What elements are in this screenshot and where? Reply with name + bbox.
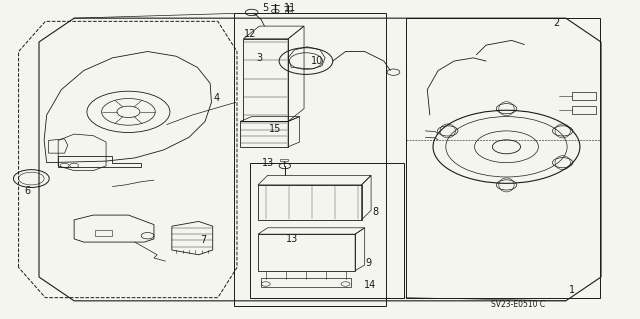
Text: 15: 15 xyxy=(269,124,282,134)
Text: 9: 9 xyxy=(365,258,372,268)
Text: 10: 10 xyxy=(311,56,324,66)
Text: 7: 7 xyxy=(201,235,207,246)
Text: 8: 8 xyxy=(372,207,379,217)
Text: 11: 11 xyxy=(284,3,296,13)
Text: SV23-E0510 C: SV23-E0510 C xyxy=(491,300,545,309)
Text: 12: 12 xyxy=(244,29,256,39)
Text: 13: 13 xyxy=(262,158,274,168)
Text: 3: 3 xyxy=(256,53,262,63)
Text: 6: 6 xyxy=(24,186,31,196)
Text: 14: 14 xyxy=(364,280,376,290)
Text: 13: 13 xyxy=(286,234,298,244)
Text: 4: 4 xyxy=(214,93,220,103)
Text: 1: 1 xyxy=(569,285,575,295)
Text: 5: 5 xyxy=(262,3,268,13)
Text: 2: 2 xyxy=(553,18,559,28)
